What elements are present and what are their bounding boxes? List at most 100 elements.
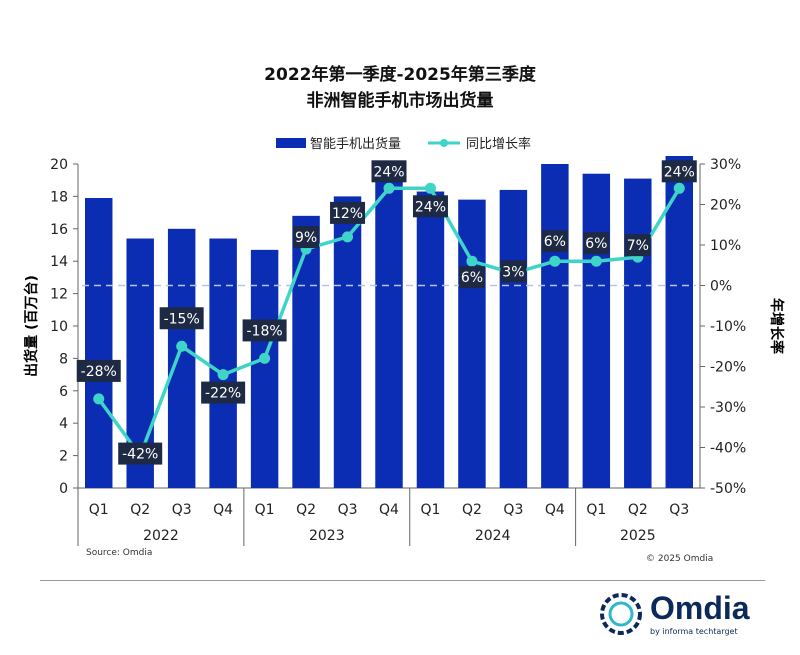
growth-label-box [242, 319, 287, 342]
x-tick-label: Q3 [172, 502, 192, 518]
legend-line-label: 同比增长率 [466, 136, 531, 152]
growth-label: 3% [502, 264, 524, 280]
growth-label: 6% [461, 270, 483, 286]
x-tick-label: Q4 [213, 502, 233, 518]
divider [40, 580, 765, 581]
growth-label-box [330, 201, 366, 224]
chart-title-line1: 2022年第一季度-2025年第三季度 [264, 65, 536, 85]
y-tick-label: 6 [59, 384, 68, 400]
x-tick-label: Q4 [545, 502, 565, 518]
x-tick-label: Q3 [503, 502, 523, 518]
source-note: Source: Omdia [86, 548, 153, 558]
growth-label: 7% [627, 238, 649, 254]
growth-point [673, 182, 685, 194]
y2-axis-title: 年增长率 [768, 298, 785, 354]
growth-label-box [201, 381, 246, 404]
bar [250, 249, 279, 488]
growth-label: 24% [373, 164, 404, 180]
x-group-label: 2025 [620, 528, 656, 544]
growth-label-box [293, 226, 320, 249]
y-tick-label: 12 [50, 287, 68, 303]
bar [85, 198, 113, 488]
x-tick-label: Q4 [379, 502, 399, 518]
x-tick-label: Q2 [130, 502, 150, 518]
growth-point [259, 352, 271, 364]
y2-tick-label: -50% [710, 481, 746, 497]
bar [375, 180, 403, 488]
growth-point [590, 255, 602, 267]
growth-point [176, 340, 188, 352]
x-tick-label: Q1 [586, 502, 606, 518]
y2-tick-label: 30% [710, 157, 741, 173]
growth-label-box [159, 307, 204, 330]
y-tick-label: 16 [50, 222, 68, 238]
growth-label: -18% [247, 323, 283, 339]
y2-tick-label: 10% [710, 238, 741, 254]
growth-label: 9% [295, 230, 317, 246]
y-tick-label: 18 [50, 189, 68, 205]
y2-tick-label: -10% [710, 319, 746, 335]
growth-label-box [583, 232, 610, 255]
y-axis-title: 出货量 (百万台) [23, 275, 40, 377]
x-group-label: 2022 [143, 528, 179, 544]
growth-label: 6% [544, 234, 566, 250]
growth-label: 6% [585, 236, 607, 252]
x-tick-label: Q2 [462, 502, 482, 518]
bar [499, 189, 528, 489]
logo-tagline: by informa techtarget [650, 627, 738, 636]
bar [582, 173, 611, 488]
x-tick-label: Q1 [89, 502, 109, 518]
y2-tick-label: -30% [710, 400, 746, 416]
growth-label: 12% [332, 206, 363, 222]
growth-label-box [371, 160, 407, 183]
growth-label: -22% [205, 386, 241, 402]
chart-title-line2: 非洲智能手机市场出货量 [306, 91, 494, 111]
bar [167, 228, 196, 489]
bar [209, 238, 237, 488]
x-tick-label: Q2 [628, 502, 648, 518]
growth-point [93, 393, 105, 405]
y2-tick-label: -40% [710, 441, 746, 457]
legend-bar-swatch [276, 138, 306, 148]
growth-label-box [76, 359, 121, 382]
growth-label: 24% [415, 199, 446, 215]
bar [333, 196, 362, 488]
logo-mark-icon [600, 592, 642, 635]
chart: 智能手机出货量 同比增长率 0 2 4 6 8 10 12 14 16 18 20 -50% -40% -30… [23, 136, 785, 546]
bar [416, 191, 445, 489]
growth-label: -42% [122, 447, 158, 463]
growth-label-box [118, 442, 163, 465]
y-tick-label: 14 [50, 254, 68, 270]
legend-bar-label: 智能手机出货量 [310, 136, 401, 152]
x-tick-label: Q3 [669, 502, 689, 518]
y-tick-label: 0 [59, 481, 68, 497]
growth-point [383, 182, 395, 194]
bar [541, 164, 569, 488]
x-tick-label: Q2 [296, 502, 316, 518]
bar [292, 215, 320, 488]
growth-point [342, 231, 354, 243]
x-group-label: 2023 [309, 528, 345, 544]
y-tick-label: 10 [50, 319, 68, 335]
bar [665, 156, 693, 488]
growth-label: 24% [664, 164, 695, 180]
x-tick-label: Q3 [338, 502, 358, 518]
growth-point [424, 182, 436, 194]
growth-point [466, 255, 478, 267]
y-tick-label: 20 [50, 157, 68, 173]
legend-line-marker [440, 139, 448, 147]
growth-point [549, 255, 561, 267]
growth-label-box [500, 260, 527, 283]
x-group-label: 2024 [475, 528, 511, 544]
growth-label: -15% [164, 311, 200, 327]
omdia-logo: Omdia by informa techtarget [598, 590, 750, 637]
y2-tick-label: 20% [710, 198, 741, 214]
x-tick-label: Q1 [255, 502, 275, 518]
growth-label-box [412, 195, 448, 218]
growth-label: -28% [81, 364, 117, 380]
x-tick-label: Q1 [420, 502, 440, 518]
growth-label-box [624, 234, 651, 257]
growth-label-box [541, 230, 568, 253]
y2-tick-label: -20% [710, 360, 746, 376]
growth-label-box [458, 266, 485, 289]
